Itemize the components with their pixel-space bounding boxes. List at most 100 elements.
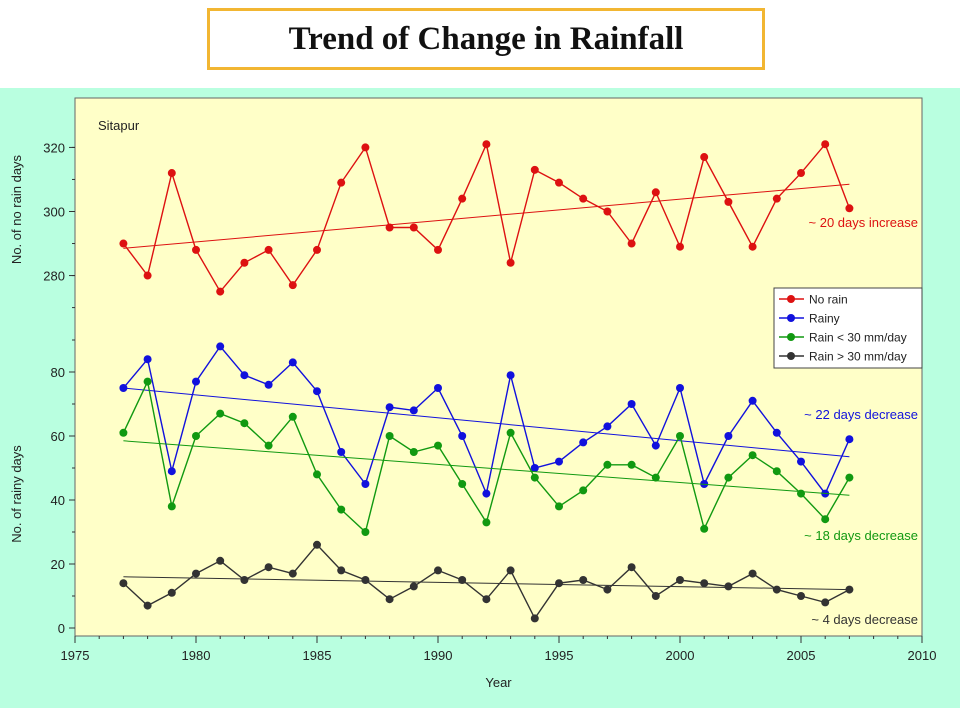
legend-entry: Rain > 30 mm/day — [809, 350, 907, 364]
data-point-no-rain — [458, 194, 467, 203]
data-point-rain-gt30 — [482, 595, 491, 604]
x-tick-label: 2000 — [666, 648, 695, 663]
data-point-no-rain — [627, 239, 636, 248]
data-point-rain-gt30 — [434, 566, 442, 575]
data-point-rain-gt30 — [385, 595, 394, 604]
data-point-no-rain — [482, 140, 491, 149]
data-point-rain-gt30 — [288, 569, 297, 578]
data-point-rain-lt30 — [651, 473, 660, 482]
trend-annotation-0: ~ 20 days increase — [809, 215, 918, 230]
data-point-rainy — [337, 448, 346, 456]
data-point-rain-lt30 — [627, 460, 636, 469]
legend-marker — [787, 295, 795, 303]
data-point-no-rain — [797, 169, 805, 178]
data-point-rain-gt30 — [651, 592, 660, 600]
data-point-rain-gt30 — [337, 566, 346, 575]
x-tick-label: 1975 — [61, 648, 90, 663]
data-point-rain-gt30 — [555, 579, 563, 588]
data-point-rainy — [192, 377, 200, 386]
trend-line-rain-gt30 — [123, 576, 850, 591]
trend-line-rain-lt30 — [123, 440, 850, 496]
trend-annotation-1: ~ 22 days decrease — [804, 407, 918, 422]
legend-marker — [787, 314, 795, 322]
data-point-rainy — [264, 380, 273, 389]
legend-entry: Rainy — [809, 312, 840, 326]
data-point-rain-lt30 — [240, 419, 249, 428]
data-point-rain-gt30 — [264, 563, 273, 572]
data-point-rainy — [385, 403, 394, 412]
trend-annotation-3: ~ 4 days decrease — [811, 612, 918, 627]
data-point-rain-lt30 — [700, 524, 709, 533]
data-point-rain-gt30 — [797, 592, 805, 600]
y-tick-label-top: 300 — [43, 204, 65, 219]
data-point-rainy — [506, 371, 515, 380]
data-point-no-rain — [724, 197, 733, 206]
legend-marker — [787, 352, 795, 360]
data-point-rain-gt30 — [313, 540, 321, 549]
data-point-rainy — [627, 400, 636, 408]
slide-title: Trend of Change in Rainfall — [288, 20, 684, 57]
data-point-no-rain — [288, 281, 297, 290]
data-point-rainy — [240, 371, 249, 380]
data-point-no-rain — [748, 242, 757, 251]
data-point-rain-gt30 — [192, 569, 200, 578]
x-tick-label: 1995 — [545, 648, 574, 663]
data-point-rain-lt30 — [530, 473, 539, 482]
y-axis-label-top: No. of no rain days — [9, 154, 24, 264]
data-point-rainy — [434, 384, 442, 392]
data-point-rain-gt30 — [772, 585, 781, 594]
data-point-rain-lt30 — [458, 480, 467, 488]
data-point-no-rain — [434, 245, 442, 254]
x-tick-label: 1980 — [182, 648, 211, 663]
data-point-rain-lt30 — [337, 505, 346, 514]
legend-box — [773, 287, 923, 369]
data-point-rainy — [288, 358, 297, 367]
data-point-rain-gt30 — [409, 582, 418, 591]
data-point-rain-lt30 — [603, 460, 612, 469]
data-point-rainy — [579, 438, 588, 447]
data-point-rain-gt30 — [676, 576, 684, 584]
data-point-no-rain — [579, 194, 588, 203]
data-point-rain-gt30 — [506, 566, 515, 575]
data-point-rain-lt30 — [385, 432, 394, 440]
x-tick-label: 2010 — [908, 648, 937, 663]
data-point-rainy — [409, 406, 418, 415]
data-point-rain-lt30 — [676, 432, 684, 440]
data-point-rainy — [555, 457, 563, 466]
data-point-rain-lt30 — [409, 448, 418, 456]
y-axis-label-bottom: No. of rainy days — [9, 445, 24, 543]
data-point-rain-lt30 — [482, 518, 491, 527]
x-tick-label: 2005 — [787, 648, 816, 663]
legend-entry: Rain < 30 mm/day — [809, 331, 907, 345]
data-point-no-rain — [651, 188, 660, 197]
data-point-no-rain — [143, 271, 152, 280]
data-point-rainy — [482, 489, 491, 498]
data-point-rain-lt30 — [216, 409, 225, 418]
data-point-rain-gt30 — [724, 582, 733, 591]
data-point-rainy — [361, 480, 370, 488]
data-point-no-rain — [167, 169, 176, 178]
data-point-no-rain — [240, 258, 249, 267]
data-point-rainy — [458, 432, 467, 440]
data-point-rain-lt30 — [434, 441, 442, 450]
trend-line-no-rain — [123, 183, 850, 249]
data-point-rain-lt30 — [361, 528, 370, 536]
data-point-rainy — [313, 387, 321, 396]
y-tick-label-bottom: 60 — [51, 429, 65, 444]
data-point-rain-gt30 — [579, 576, 588, 584]
station-label: Sitapur — [98, 118, 140, 133]
data-point-rain-gt30 — [119, 579, 128, 588]
data-point-rain-gt30 — [748, 569, 757, 578]
data-point-rain-gt30 — [700, 579, 709, 588]
data-point-rainy — [676, 384, 684, 392]
data-point-no-rain — [603, 207, 612, 216]
data-point-no-rain — [409, 223, 418, 232]
rainfall-trend-chart: 280 300 320 0 20 40 60 80 1975 1980 1985 1990 1995 20… — [0, 88, 960, 708]
y-tick-label-bottom: 20 — [51, 557, 65, 572]
data-point-no-rain — [530, 165, 539, 174]
data-point-no-rain — [700, 153, 709, 162]
legend-entry: No rain — [809, 293, 848, 307]
data-point-no-rain — [192, 245, 200, 254]
x-axis-label: Year — [485, 675, 512, 690]
data-point-no-rain — [821, 140, 830, 149]
